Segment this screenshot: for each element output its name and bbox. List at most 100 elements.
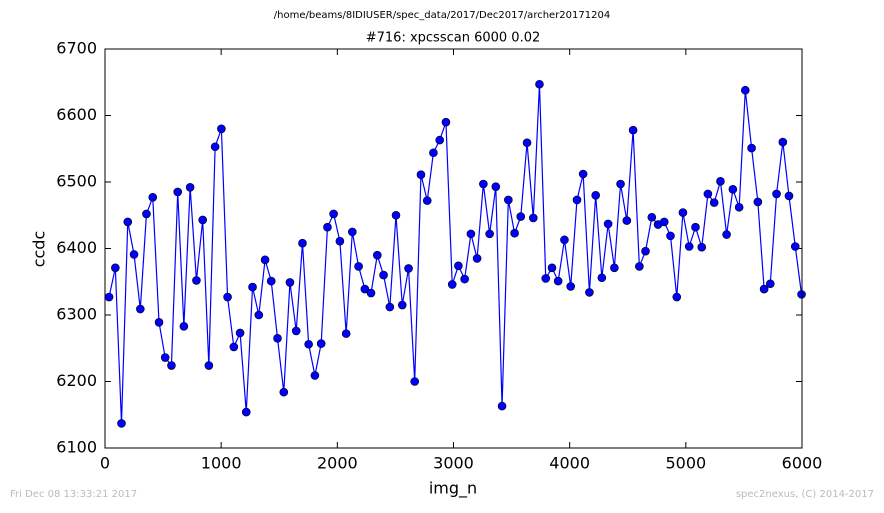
x-tick-label: 6000 <box>782 454 823 473</box>
marker <box>379 270 388 280</box>
marker <box>454 261 463 271</box>
x-tick-label: 2000 <box>317 454 358 473</box>
marker <box>304 339 313 349</box>
marker <box>354 262 363 271</box>
marker <box>285 278 295 287</box>
marker <box>310 371 320 380</box>
marker <box>560 235 569 245</box>
chart-title: #716: xpcsscan 6000 0.02 <box>366 31 541 46</box>
marker <box>585 288 594 297</box>
marker <box>123 217 133 227</box>
y-axis-label: ccdc <box>30 231 49 268</box>
marker <box>260 255 270 265</box>
marker <box>691 222 700 232</box>
marker <box>279 387 289 397</box>
suptitle: /home/beams/8IDIUSER/spec_data/2017/Dec2… <box>274 10 610 21</box>
marker <box>529 213 538 223</box>
marker <box>697 242 707 252</box>
marker <box>148 192 158 202</box>
marker <box>641 246 650 256</box>
marker <box>759 284 769 294</box>
marker <box>491 182 501 191</box>
marker <box>460 274 469 284</box>
marker <box>728 185 738 194</box>
marker <box>497 401 507 411</box>
x-axis-label: img_n <box>429 479 477 499</box>
marker <box>416 170 426 179</box>
marker <box>397 300 407 310</box>
marker <box>117 419 126 428</box>
marker <box>204 361 214 370</box>
marker <box>672 292 682 302</box>
marker <box>734 202 744 212</box>
marker <box>535 79 544 89</box>
marker <box>635 262 644 271</box>
marker <box>765 279 775 289</box>
marker <box>192 276 201 285</box>
marker <box>136 304 145 314</box>
marker <box>622 216 632 225</box>
marker <box>385 302 395 312</box>
marker <box>422 196 432 205</box>
marker <box>684 242 694 251</box>
marker <box>291 326 301 336</box>
marker <box>485 229 494 239</box>
marker <box>566 282 576 291</box>
marker <box>703 189 713 199</box>
marker <box>572 195 582 205</box>
y-tick-label: 6400 <box>56 238 97 257</box>
marker <box>341 329 351 338</box>
marker <box>722 230 731 239</box>
marker <box>104 292 114 302</box>
marker <box>348 227 357 237</box>
marker <box>366 288 376 298</box>
x-tick-label: 1000 <box>201 454 242 473</box>
y-tick-label: 6500 <box>56 172 97 191</box>
marker <box>410 377 420 386</box>
marker <box>217 124 226 134</box>
marker <box>372 250 382 260</box>
y-tick-label: 6100 <box>56 438 97 457</box>
marker <box>273 333 282 343</box>
marker <box>198 215 207 225</box>
footer-right: spec2nexus, (C) 2014-2017 <box>736 489 874 500</box>
marker <box>298 238 307 248</box>
marker <box>248 282 257 292</box>
y-tick-label: 6200 <box>56 371 97 390</box>
marker <box>616 179 625 189</box>
line <box>108 84 803 424</box>
marker <box>591 191 600 200</box>
marker <box>753 197 763 207</box>
marker <box>142 209 151 219</box>
marker <box>553 276 563 286</box>
marker <box>547 263 557 273</box>
marker <box>541 274 551 283</box>
marker <box>235 328 245 338</box>
marker <box>466 229 476 239</box>
x-tick-label: 3000 <box>433 454 474 473</box>
marker <box>154 318 164 327</box>
marker <box>510 228 519 238</box>
marker <box>610 263 619 273</box>
marker <box>179 322 189 331</box>
marker <box>441 117 451 127</box>
marker <box>435 135 444 145</box>
marker <box>323 222 332 232</box>
marker <box>522 138 532 148</box>
marker <box>678 208 688 217</box>
x-tick-label: 0 <box>100 454 110 473</box>
marker <box>160 353 170 362</box>
marker <box>254 310 264 320</box>
marker <box>223 292 232 302</box>
y-tick-label: 6700 <box>56 39 97 58</box>
marker <box>266 276 276 286</box>
marker <box>578 169 588 179</box>
marker <box>111 263 120 273</box>
marker <box>716 177 725 186</box>
marker <box>167 361 176 370</box>
marker <box>429 148 438 158</box>
marker <box>747 143 756 153</box>
marker <box>790 242 800 251</box>
marker <box>472 254 482 263</box>
